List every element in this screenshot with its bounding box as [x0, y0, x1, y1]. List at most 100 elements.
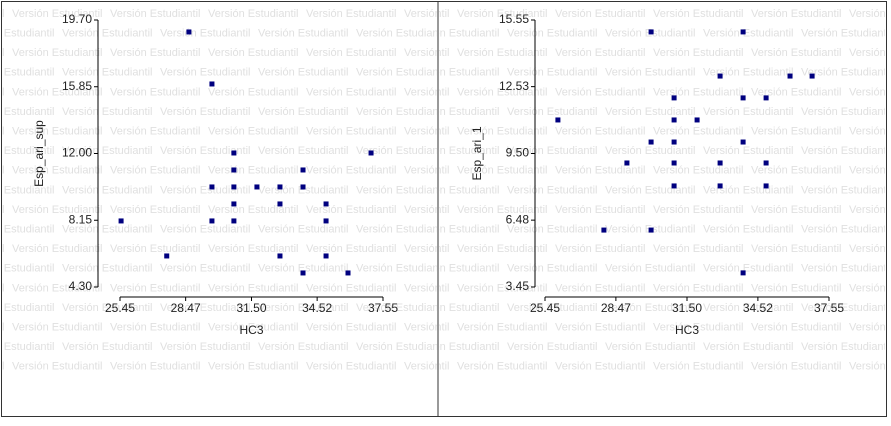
watermark-text: Versión Estudiantil: [208, 361, 299, 373]
watermark-text: Versión Estudiantil: [208, 282, 299, 294]
watermark-text: Versión Estudiantil: [359, 282, 450, 294]
watermark-text: Versión Estudiantil: [507, 28, 598, 40]
y-tick-label: 9.50: [506, 146, 530, 160]
point: [555, 117, 561, 123]
point: [648, 227, 654, 233]
point: [186, 29, 192, 35]
watermark-text: Versión Estudiantil: [0, 165, 5, 177]
watermark-text: Versión Estudiantil: [356, 302, 447, 314]
watermark-text: Versión Estudiantil: [0, 184, 55, 196]
point: [231, 201, 237, 207]
watermark-text: Versión Estudiantil: [457, 126, 548, 138]
watermark-text: Versión Estudiantil: [801, 106, 891, 118]
watermark-text: Versión Estudiantil: [208, 47, 299, 59]
watermark-text: Versión Estudiantil: [258, 106, 349, 118]
y-tick-label: 19.70: [62, 12, 92, 26]
watermark-text: Versión Estudiantil: [160, 28, 251, 40]
y-tick-label: 3.45: [506, 279, 530, 293]
x-axis-title: HC3: [675, 323, 699, 337]
point: [671, 117, 677, 123]
watermark-text: Versión Estudiantil: [62, 302, 153, 314]
watermark-text: Versión Estudiantil: [653, 204, 744, 216]
watermark-text: Versión Estudiantil: [653, 361, 744, 373]
y-tick-label: 8.15: [69, 212, 93, 226]
watermark-text: Versión Estudiantil: [409, 302, 500, 314]
point: [277, 184, 283, 190]
watermark-text: Versión Estudiantil: [751, 361, 842, 373]
watermark-text: Versión Estudiantil: [849, 126, 891, 138]
watermark-text: Versión Estudiantil: [457, 322, 548, 334]
watermark-text: Versión Estudiantil: [356, 28, 447, 40]
point: [209, 218, 215, 224]
watermark-text: Versión Estudiantil: [653, 165, 744, 177]
watermark-text: Versión Estudiantil: [356, 106, 447, 118]
watermark-text: Versión Estudiantil: [0, 28, 55, 40]
watermark-text: Versión Estudiantil: [404, 165, 495, 177]
watermark-text: Versión Estudiantil: [12, 8, 103, 20]
watermark-text: Versión Estudiantil: [409, 67, 500, 79]
watermark-text: Versión Estudiantil: [801, 302, 891, 314]
watermark-text: Versión Estudiantil: [110, 47, 201, 59]
watermark-text: Versión Estudiantil: [605, 184, 696, 196]
watermark-text: Versión Estudiantil: [12, 361, 103, 373]
watermark-text: Versión Estudiantil: [801, 263, 891, 275]
frame: [1, 1, 887, 417]
watermark-text: Versión Estudiantil: [160, 341, 251, 353]
watermark-text: Versión Estudiantil: [306, 86, 397, 98]
point: [231, 184, 237, 190]
watermark-text: Versión Estudiantil: [208, 126, 299, 138]
watermark-text: Versión Estudiantil: [703, 28, 794, 40]
watermark-text: Versión Estudiantil: [359, 243, 450, 255]
watermark-text: Versión Estudiantil: [356, 263, 447, 275]
point: [209, 81, 215, 87]
watermark-text: Versión Estudiantil: [110, 322, 201, 334]
x-tick-label: 31.50: [672, 301, 702, 315]
watermark-text: Versión Estudiantil: [555, 361, 646, 373]
watermark-text: Versión Estudiantil: [0, 282, 5, 294]
watermark-text: Versión Estudiantil: [258, 145, 349, 157]
point: [231, 167, 237, 173]
watermark-text: Versión Estudiantil: [208, 8, 299, 20]
watermark-text: Versión Estudiantil: [306, 361, 397, 373]
watermark-text: Versión Estudiantil: [703, 145, 794, 157]
watermark-text: Versión Estudiantil: [801, 28, 891, 40]
watermark-text: Versión Estudiantil: [258, 224, 349, 236]
watermark-text: Versión Estudiantil: [404, 361, 495, 373]
watermark-text: Versión Estudiantil: [306, 47, 397, 59]
watermark-text: Versión Estudiantil: [555, 8, 646, 20]
watermark-text: Versión Estudiantil: [849, 47, 891, 59]
point: [345, 270, 351, 276]
watermark-text: Versión Estudiantil: [801, 184, 891, 196]
watermark-text: Versión Estudiantil: [605, 341, 696, 353]
watermark-text: Versión Estudiantil: [306, 204, 397, 216]
watermark-text: Versión Estudiantil: [849, 165, 891, 177]
watermark-text: Versión Estudiantil: [359, 322, 450, 334]
point: [740, 95, 746, 101]
watermark-text: Versión Estudiantil: [0, 145, 55, 157]
point: [671, 160, 677, 166]
y-tick-label: 15.85: [62, 79, 92, 93]
watermark-text: Versión Estudiantil: [751, 282, 842, 294]
watermark-text: Versión Estudiantil: [0, 86, 5, 98]
point: [740, 29, 746, 35]
point: [787, 73, 793, 79]
watermark-text: Versión Estudiantil: [110, 8, 201, 20]
point: [277, 253, 283, 259]
point: [740, 139, 746, 145]
watermark-text: Versión Estudiantil: [359, 86, 450, 98]
point: [717, 160, 723, 166]
watermark-text: Versión Estudiantil: [306, 282, 397, 294]
watermark-text: Versión Estudiantil: [703, 302, 794, 314]
y-tick-label: 12.53: [499, 79, 529, 93]
watermark-text: Versión Estudiantil: [356, 145, 447, 157]
watermark-text: Versión Estudiantil: [359, 204, 450, 216]
point: [809, 73, 815, 79]
watermark-text: Versión Estudiantil: [555, 322, 646, 334]
watermark-text: Versión Estudiantil: [110, 282, 201, 294]
watermark-text: Versión Estudiantil: [507, 224, 598, 236]
watermark-text: Versión Estudiantil: [409, 341, 500, 353]
watermark-text: Versión Estudiantil: [208, 322, 299, 334]
point: [763, 160, 769, 166]
watermark-text: Versión Estudiantil: [0, 302, 55, 314]
x-tick-label: 28.47: [171, 301, 201, 315]
